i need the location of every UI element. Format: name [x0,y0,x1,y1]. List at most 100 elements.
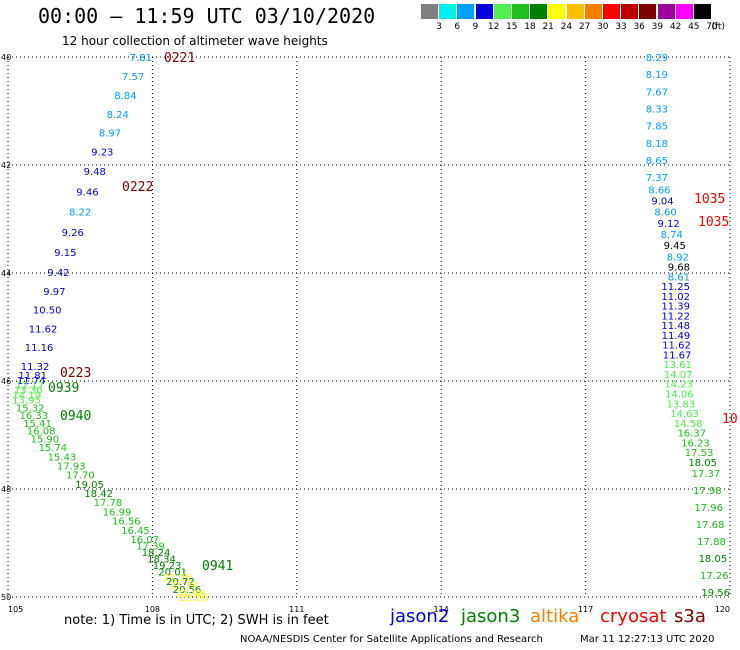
legend-label: 30 [597,22,609,32]
legend-swatch [457,4,475,19]
swh-observation: 9.23 [91,148,113,159]
swh-observation: 17.78 [94,498,123,509]
swh-observation: 11.74 [17,376,46,387]
swh-observation: 14.07 [664,370,693,381]
swh-observation: 8.74 [661,230,683,241]
swh-observation: 7.37 [646,173,668,184]
swh-observation: 9.97 [43,287,65,298]
swh-observation: 18.24 [142,548,171,559]
lon-tick-label: 105 [8,605,23,614]
swh-observation: 12.17 [15,381,44,392]
legend-swatch [512,4,529,19]
legend-label: 21 [542,22,554,32]
swh-observation: 9.04 [651,196,673,207]
map-ticks: 105 108 111 114 117 120 40 42 44 46 48 50 [1,53,730,614]
time-label: 1035 [694,192,725,207]
time-label: 0939 [48,381,79,396]
satellite-name: jason2 [390,606,450,627]
lat-tick-label: 42 [1,161,11,170]
legend-label: 24 [560,22,573,32]
swh-observation: 9.15 [54,248,76,259]
swh-observation: 15.32 [16,403,45,414]
swh-observation: 11.49 [662,331,691,342]
swh-observation: 13.61 [663,360,692,371]
swh-observation: 11.02 [661,292,690,303]
satellite-name: altika [530,606,580,627]
swh-observation: 15.74 [39,443,68,454]
lat-tick-label: 40 [1,53,11,62]
swh-observation: 16.07 [130,535,159,546]
swh-observation: 21.98 [176,589,205,600]
swh-observation: 19.23 [153,561,182,572]
swh-observation: 18.34 [147,555,176,566]
swh-observation: 17.39 [136,542,165,553]
swh-observation: 17.98 [693,486,722,497]
swh-observation: 14.58 [674,419,703,430]
swh-observation: 11.67 [663,350,692,361]
swh-observation: 13.83 [667,399,696,410]
swh-observation: 9.46 [76,187,98,198]
swh-observation: 11.22 [661,311,690,322]
swh-observation: 19.05 [75,480,104,491]
swh-observation: 14.06 [665,389,694,400]
swh-observation: 14.23 [664,380,693,391]
lon-tick-label: 114 [434,605,449,614]
satellite-name: jason3 [461,606,521,627]
satellite-name: cryosat [600,606,667,627]
legend-label: 6 [454,22,461,32]
swh-observation: 7.85 [646,122,668,133]
legend-swatch [475,4,493,19]
lon-tick-label: 117 [578,605,593,614]
swh-observation: 20.01 [158,567,187,578]
map-title: 00:00 – 11:59 UTC 03/10/2020 [38,4,376,28]
map-subtitle: 12 hour collection of altimeter wave hei… [62,34,328,48]
swh-observation: 8.97 [99,129,121,140]
time-label: 0940 [60,409,91,424]
swh-observation: 8.92 [667,252,689,263]
swh-observation: 9.12 [658,219,680,230]
legend-label: 36 [633,22,645,32]
swh-observation: 8.18 [646,139,668,150]
swh-observation: 14.63 [670,409,699,420]
track-right-observations: 8.29 8.19 7.67 8.33 7.85 8.18 8.65 7.378.669.04… [646,53,730,599]
swh-observation: 9.26 [62,228,84,239]
legend-swatch [530,4,548,19]
swh-observation: 11.62 [662,341,691,352]
legend-swatch [603,4,620,19]
swh-observation: 15.43 [48,452,77,463]
swh-observation: 8.22 [69,208,91,219]
lat-tick-label: 50 [1,593,11,602]
swh-observation: 11.39 [661,302,690,313]
legend-swatch [621,4,639,19]
swh-observation: 8.66 [648,185,670,196]
swh-observation: 16.08 [27,427,56,438]
swh-observation: 10.50 [33,306,62,317]
swh-observation: 11.81 [18,371,47,382]
swh-observation: 17.88 [697,537,726,548]
legend-swatch [675,4,693,19]
swh-observation: 13.95 [12,396,41,407]
swh-observation: 21.36 [163,573,192,584]
legend-swatch [421,4,438,19]
swh-observation: 17.53 [685,448,714,459]
legend-swatch [439,4,457,19]
swh-observation: 11.62 [29,324,58,335]
swh-observation: 18.05 [688,458,717,469]
swh-observation: 17.68 [696,520,725,531]
swh-observation: 18.42 [84,489,113,500]
footer-note: note: 1) Time is in UTC; 2) SWH is in fe… [64,613,329,628]
legend-label: 33 [615,22,627,32]
swh-observation: 14.19 [13,390,42,401]
time-label: 0222 [122,180,153,195]
swh-observation: 16.56 [112,517,141,528]
swh-observation: 7.57 [122,72,144,83]
legend-label: 18 [524,22,536,32]
swh-observation: 15.41 [23,419,52,430]
legend-swatch [493,4,511,19]
swh-observation: 8.60 [654,208,676,219]
time-label: 10 [722,412,738,427]
legend-swatch [639,4,657,19]
swh-observation: 15.90 [31,434,60,445]
